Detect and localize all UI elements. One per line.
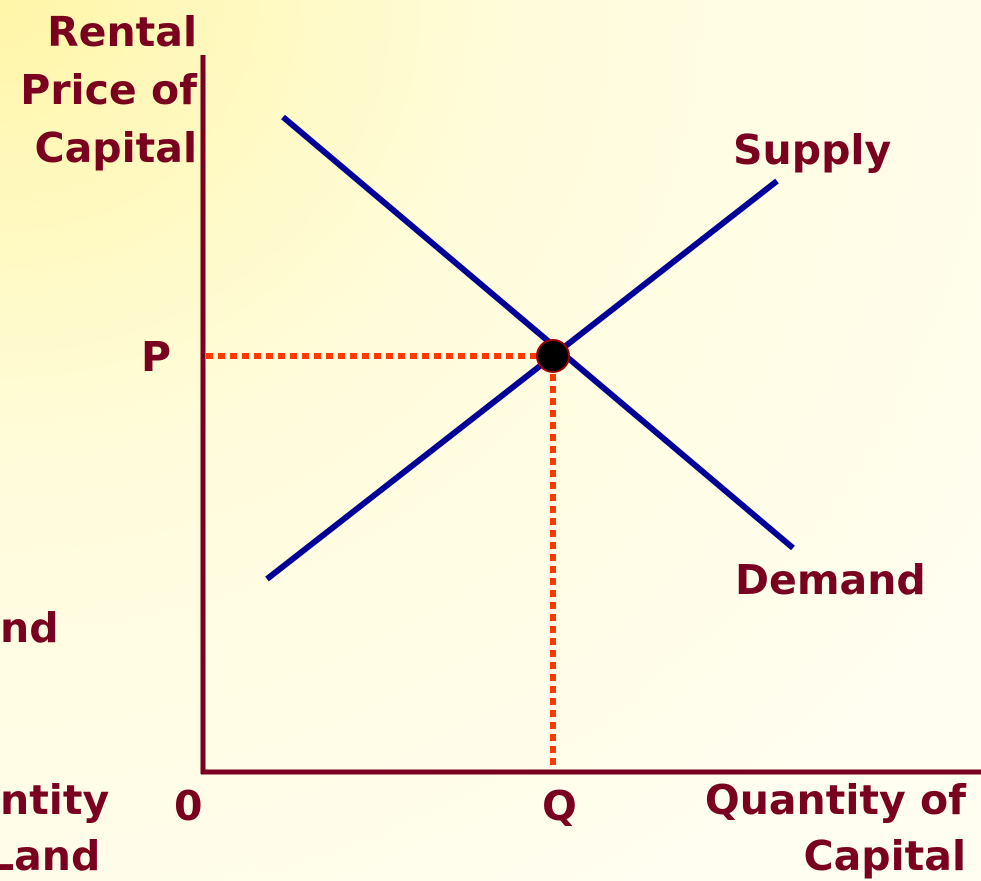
- y-axis-label: Rental: [47, 8, 197, 56]
- supply-label: Supply: [733, 126, 891, 174]
- origin-label: 0: [174, 782, 203, 830]
- x-axis-label: Capital: [804, 832, 966, 880]
- clipped-label: Land: [0, 832, 100, 880]
- quantity-label: Q: [542, 782, 577, 830]
- clipped-label: nd: [0, 604, 59, 652]
- demand-curve: [281, 114, 795, 551]
- demand-label: Demand: [735, 556, 926, 604]
- y-axis-label: Capital: [35, 124, 197, 172]
- clipped-label: ntity: [0, 776, 109, 824]
- price-label: P: [141, 333, 171, 381]
- supply-curve: [265, 178, 779, 582]
- x-axis-label: Quantity of: [705, 776, 967, 824]
- y-axis-label: Price of: [20, 66, 198, 114]
- equilibrium-point: [536, 339, 570, 373]
